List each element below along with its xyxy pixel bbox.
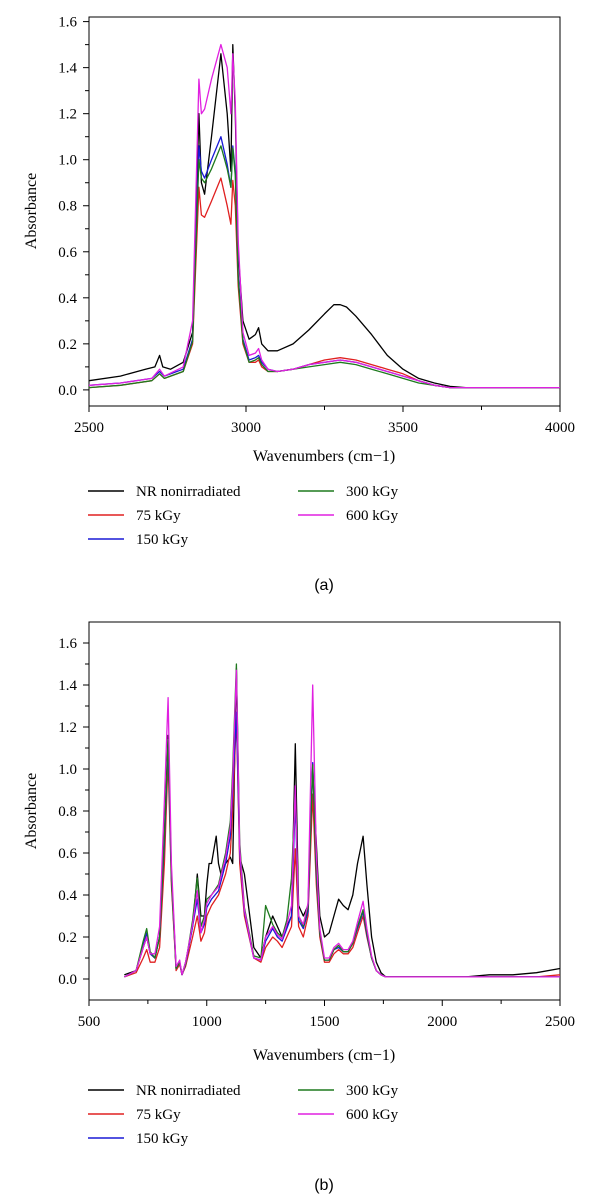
y-tick-label-a-1.4: 1.4: [58, 61, 77, 77]
legend-label-a-300-kgy: 300 kGy: [346, 484, 399, 500]
legend-label-a-nr-nonirradiated: NR nonirradiated: [136, 484, 241, 500]
y-tick-label-a-0: 0.0: [58, 383, 77, 399]
legend-label-b-600-kgy: 600 kGy: [346, 1107, 399, 1123]
series-line-b-75-kgy: [124, 715, 561, 978]
legend-label-b-75-kgy: 75 kGy: [136, 1107, 181, 1123]
legend-label-a-75-kgy: 75 kGy: [136, 508, 181, 524]
x-tick-label-b-500: 500: [78, 1014, 101, 1030]
x-tick-label-b-2500: 2500: [545, 1014, 575, 1030]
legend-label-b-nr-nonirradiated: NR nonirradiated: [136, 1083, 241, 1099]
y-tick-label-a-0.8: 0.8: [58, 199, 77, 215]
y-tick-label-a-0.2: 0.2: [58, 337, 77, 353]
y-tick-label-b-1.2: 1.2: [58, 720, 77, 736]
x-axis-label-a: Wavenumbers (cm−1): [253, 448, 395, 465]
legend-label-a-600-kgy: 600 kGy: [346, 508, 399, 524]
x-tick-label-a-3000: 3000: [231, 420, 261, 436]
y-tick-label-b-0.4: 0.4: [58, 888, 77, 904]
y-tick-label-b-1: 1.0: [58, 762, 77, 778]
y-tick-label-a-1: 1.0: [58, 153, 77, 169]
y-axis-label-a: Absorbance: [23, 173, 40, 249]
series-lines-a: [88, 43, 560, 389]
legend-label-b-300-kgy: 300 kGy: [346, 1083, 399, 1099]
series-line-a-150-kgy: [88, 136, 560, 389]
x-tick-label-b-1500: 1500: [310, 1014, 340, 1030]
panel-b: 500 1000 1500 2000 2500 0.0 0.2 0.4 0.6 0.8 1.0 1.2…: [23, 621, 575, 1194]
y-tick-label-b-0.8: 0.8: [58, 804, 77, 820]
y-tick-label-a-1.6: 1.6: [58, 15, 77, 31]
x-tick-label-a-3500: 3500: [388, 420, 418, 436]
y-tick-label-b-1.6: 1.6: [58, 636, 77, 652]
x-tick-label-b-1000: 1000: [192, 1014, 222, 1030]
x-tick-label-a-4000: 4000: [545, 420, 575, 436]
series-line-b-300-kgy: [123, 663, 560, 978]
series-line-b-600-kgy: [123, 669, 560, 978]
x-axis-label-b: Wavenumbers (cm−1): [253, 1047, 395, 1064]
plot-frame-a: [88, 16, 561, 407]
legend-label-b-150-kgy: 150 kGy: [136, 1131, 189, 1147]
series-line-a-600-kgy: [88, 43, 560, 389]
series-line-a-300-kgy: [88, 145, 560, 389]
series-line-a-nr-nonirradiated: [88, 43, 560, 389]
panel-a: 2500 3000 3500 4000 0.0 0.2 0.4 0.6 0.8 1.0 1.2 1.4…: [23, 15, 575, 594]
y-tick-label-b-0: 0.0: [58, 972, 77, 988]
ticks-a: 2500 3000 3500 4000 0.0 0.2 0.4 0.6 0.8 1.0 1.2 1.4…: [58, 15, 575, 436]
y-tick-label-a-0.4: 0.4: [58, 291, 77, 307]
panel-label-a: (a): [314, 577, 334, 594]
series-line-b-nr-nonirradiated: [124, 667, 561, 978]
x-tick-label-b-2000: 2000: [427, 1014, 457, 1030]
y-axis-label-b: Absorbance: [23, 773, 40, 849]
series-lines-b: [123, 663, 561, 978]
y-tick-label-a-1.2: 1.2: [58, 107, 77, 123]
ticks-b: 500 1000 1500 2000 2500 0.0 0.2 0.4 0.6 0.8 1.0 1.2…: [58, 636, 575, 1030]
x-tick-label-a-2500: 2500: [74, 420, 104, 436]
legend-label-a-150-kgy: 150 kGy: [136, 532, 189, 548]
y-tick-label-b-1.4: 1.4: [58, 678, 77, 694]
y-tick-label-b-0.2: 0.2: [58, 930, 77, 946]
y-tick-label-a-0.6: 0.6: [58, 245, 77, 261]
panel-label-b: (b): [314, 1177, 334, 1194]
legend-b: NR nonirradiated 75 kGy 150 kGy 300 kGy 600 …: [88, 1083, 399, 1147]
legend-a: NR nonirradiated 75 kGy 150 kGy 300 kGy 600 …: [88, 484, 399, 548]
y-tick-label-b-0.6: 0.6: [58, 846, 77, 862]
